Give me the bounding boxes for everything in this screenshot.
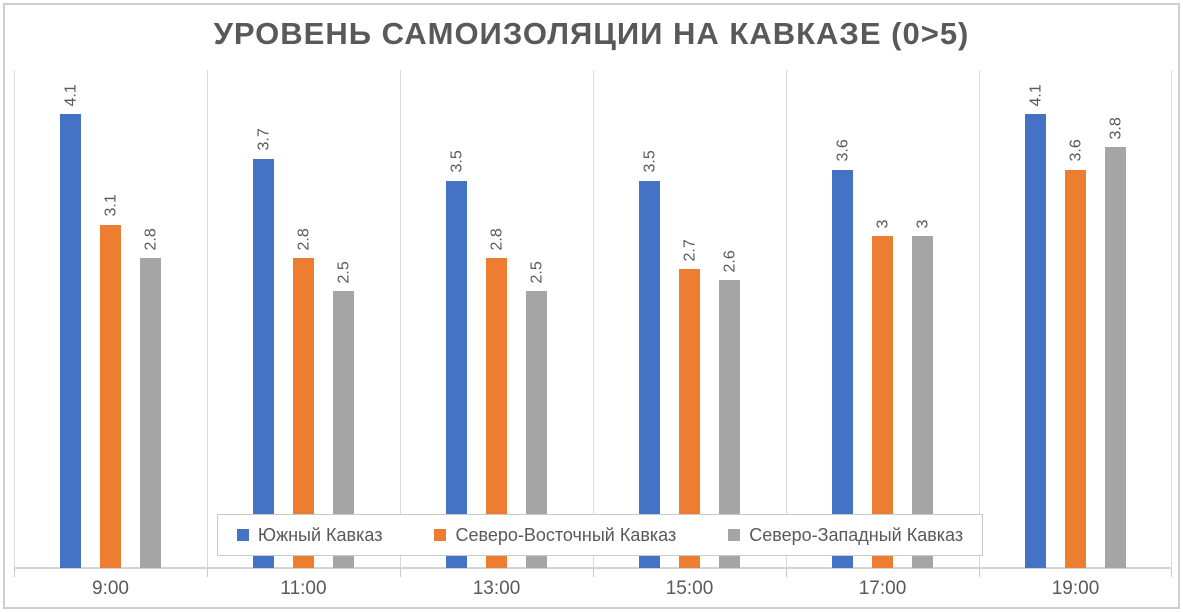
x-axis-label: 13:00 <box>472 578 521 599</box>
bar-data-label: 4.1 <box>62 84 79 107</box>
category-gridline <box>400 70 401 568</box>
x-axis-tick <box>593 569 594 577</box>
bar-series1-cat3 <box>446 180 467 568</box>
legend-label: Северо-Восточный Кавказ <box>455 524 677 545</box>
bar-series2-cat2 <box>293 258 314 568</box>
legend-swatch-icon <box>434 529 447 541</box>
x-axis-label: 11:00 <box>280 578 327 599</box>
bar-series2-cat1 <box>100 224 121 568</box>
chart-outer-border <box>3 3 1180 609</box>
bar-series1-cat6 <box>1025 114 1046 568</box>
category-gridline <box>207 70 208 568</box>
legend-label: Северо-Западный Кавказ <box>749 524 964 545</box>
bar-data-label: 3.1 <box>102 194 119 217</box>
bar-data-label: 4.1 <box>1027 84 1044 107</box>
bar-data-label: 2.5 <box>335 261 352 284</box>
category-gridline <box>979 70 980 568</box>
category-gridline <box>593 70 594 568</box>
legend-swatch-icon <box>236 529 249 541</box>
bar-series1-cat4 <box>639 180 660 568</box>
bar-series1-cat2 <box>253 158 274 568</box>
bar-data-label: 2.6 <box>721 250 738 273</box>
legend-swatch-icon <box>728 529 741 541</box>
bar-series3-cat4 <box>719 280 740 568</box>
bar-data-label: 2.8 <box>488 227 505 251</box>
x-axis-tick <box>14 569 15 577</box>
bar-series2-cat4 <box>679 269 700 568</box>
plot-area: 4.1 3.7 3.5 3.5 3.6 4.1 3.1 2.8 2.8 2.7 3 3.6 2.8 2.5… <box>14 70 1172 577</box>
bar-series2-cat6 <box>1065 169 1086 568</box>
x-axis-labels: 9:00 11:00 13:00 15:00 17:00 19:00 <box>14 578 1172 602</box>
category-gridline <box>1171 70 1172 568</box>
legend-item: Северо-Западный Кавказ <box>728 525 963 546</box>
bar-series2-cat3 <box>486 258 507 568</box>
bar-series3-cat2 <box>333 291 354 568</box>
x-axis-tick <box>400 569 401 577</box>
x-axis-label: 19:00 <box>1051 578 1100 599</box>
bar-series1-cat5 <box>832 169 853 568</box>
x-axis-tick <box>207 569 208 577</box>
x-axis-tick <box>1171 569 1172 577</box>
bar-series1-cat1 <box>60 114 81 568</box>
category-gridline <box>14 70 15 568</box>
chart-title: УРОВЕНЬ САМОИЗОЛЯЦИИ НА КАВКАЗЕ (0>5) <box>213 16 970 51</box>
legend-item: Южный Кавказ <box>236 524 383 546</box>
bar-data-label: 3.6 <box>834 139 851 162</box>
category-gridline <box>786 70 787 568</box>
bar-data-label: 3.5 <box>448 150 465 173</box>
bar-data-label: 2.7 <box>681 238 698 262</box>
bar-data-label: 3.6 <box>1067 139 1084 162</box>
bar-series3-cat5 <box>912 236 933 568</box>
bar-data-label: 3 <box>914 219 931 228</box>
x-axis-label: 9:00 <box>92 578 129 599</box>
x-axis-label: 17:00 <box>858 578 907 599</box>
legend: Южный Кавказ Северо-Восточный Кавказ Север… <box>217 514 983 556</box>
x-axis-tick <box>979 569 980 577</box>
legend-label: Южный Кавказ <box>257 524 383 545</box>
bar-data-label: 3.7 <box>255 128 272 151</box>
bar-series3-cat1 <box>140 258 161 568</box>
bar-data-label: 3.5 <box>641 150 658 173</box>
x-axis-label: 15:00 <box>665 578 714 599</box>
bar-data-label: 2.8 <box>295 227 312 251</box>
bar-data-label: 2.8 <box>142 227 159 251</box>
bar-data-label: 3.8 <box>1107 117 1124 140</box>
x-axis-line <box>14 567 1172 569</box>
x-axis-tick <box>786 569 787 577</box>
bar-data-label: 3 <box>874 219 891 228</box>
bar-series2-cat5 <box>872 236 893 568</box>
bar-series3-cat3 <box>526 291 547 568</box>
bar-series3-cat6 <box>1105 147 1126 568</box>
legend-item: Северо-Восточный Кавказ <box>434 525 676 546</box>
bar-data-label: 2.5 <box>528 261 545 284</box>
